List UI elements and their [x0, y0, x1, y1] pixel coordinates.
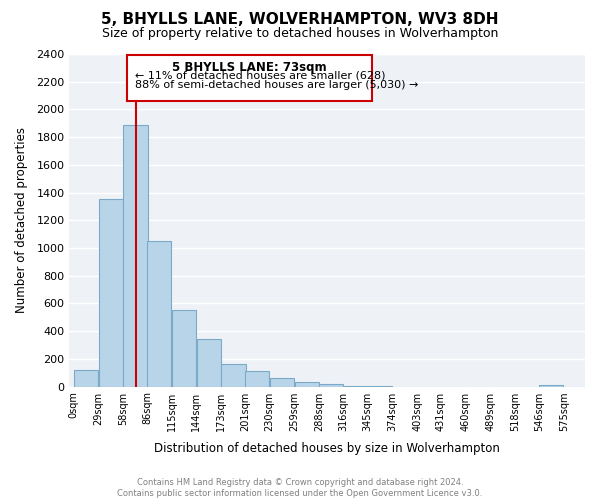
Bar	[221, 364, 245, 386]
Bar	[245, 372, 269, 386]
Text: ← 11% of detached houses are smaller (628): ← 11% of detached houses are smaller (62…	[135, 70, 386, 81]
Text: 5 BHYLLS LANE: 73sqm: 5 BHYLLS LANE: 73sqm	[172, 61, 326, 74]
Bar	[295, 382, 319, 386]
Bar	[99, 200, 123, 386]
FancyBboxPatch shape	[127, 56, 372, 101]
Bar	[74, 370, 98, 386]
Y-axis label: Number of detached properties: Number of detached properties	[15, 128, 28, 314]
Text: Contains HM Land Registry data © Crown copyright and database right 2024.
Contai: Contains HM Land Registry data © Crown c…	[118, 478, 482, 498]
Bar	[270, 378, 294, 386]
Text: 88% of semi-detached houses are larger (5,030) →: 88% of semi-detached houses are larger (…	[135, 80, 418, 90]
Bar	[539, 385, 563, 386]
Bar	[319, 384, 343, 386]
Bar	[197, 340, 221, 386]
Text: 5, BHYLLS LANE, WOLVERHAMPTON, WV3 8DH: 5, BHYLLS LANE, WOLVERHAMPTON, WV3 8DH	[101, 12, 499, 28]
Bar	[124, 124, 148, 386]
X-axis label: Distribution of detached houses by size in Wolverhampton: Distribution of detached houses by size …	[154, 442, 500, 455]
Text: Size of property relative to detached houses in Wolverhampton: Size of property relative to detached ho…	[102, 28, 498, 40]
Bar	[172, 310, 196, 386]
Bar	[148, 241, 172, 386]
